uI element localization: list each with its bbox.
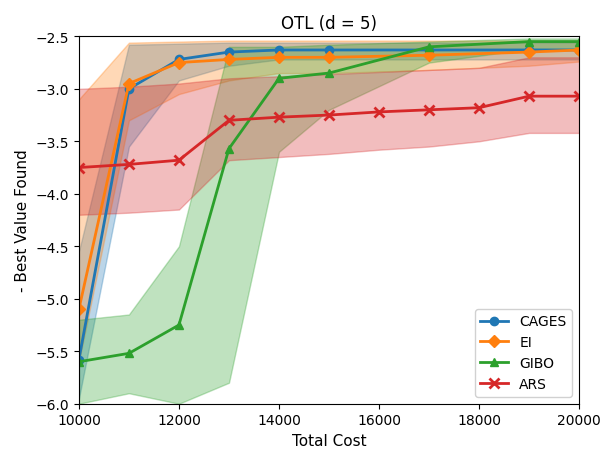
EI [575,48,583,54]
Y-axis label: - Best Value Found: - Best Value Found [15,150,30,292]
GIBO [275,76,283,82]
EI [426,53,433,59]
GIBO [175,323,182,328]
Title: OTL (d = 5): OTL (d = 5) [281,15,377,33]
ARS [325,113,333,119]
ARS [476,106,483,111]
ARS [75,165,83,171]
GIBO [575,40,583,45]
EI [525,50,533,56]
EI [225,57,233,63]
GIBO [525,40,533,45]
EI [75,307,83,313]
CAGES [75,357,83,363]
Line: EI: EI [75,47,583,314]
GIBO [426,45,433,50]
CAGES [426,48,433,54]
Line: ARS: ARS [74,92,584,173]
ARS [125,162,132,168]
Line: GIBO: GIBO [75,38,583,366]
ARS [525,94,533,100]
ARS [575,94,583,100]
GIBO [225,147,233,152]
Legend: CAGES, EI, GIBO, ARS: CAGES, EI, GIBO, ARS [475,309,572,397]
EI [125,81,132,87]
CAGES [525,48,533,54]
ARS [225,118,233,124]
GIBO [125,351,132,357]
ARS [275,115,283,121]
EI [325,56,333,61]
EI [275,56,283,61]
EI [175,61,182,66]
CAGES [175,57,182,63]
ARS [375,110,383,115]
GIBO [75,359,83,365]
ARS [175,158,182,163]
CAGES [225,50,233,56]
CAGES [125,87,132,93]
X-axis label: Total Cost: Total Cost [292,433,367,448]
ARS [426,108,433,113]
Line: CAGES: CAGES [75,47,583,364]
CAGES [575,48,583,54]
CAGES [325,48,333,54]
GIBO [325,71,333,77]
CAGES [275,48,283,54]
